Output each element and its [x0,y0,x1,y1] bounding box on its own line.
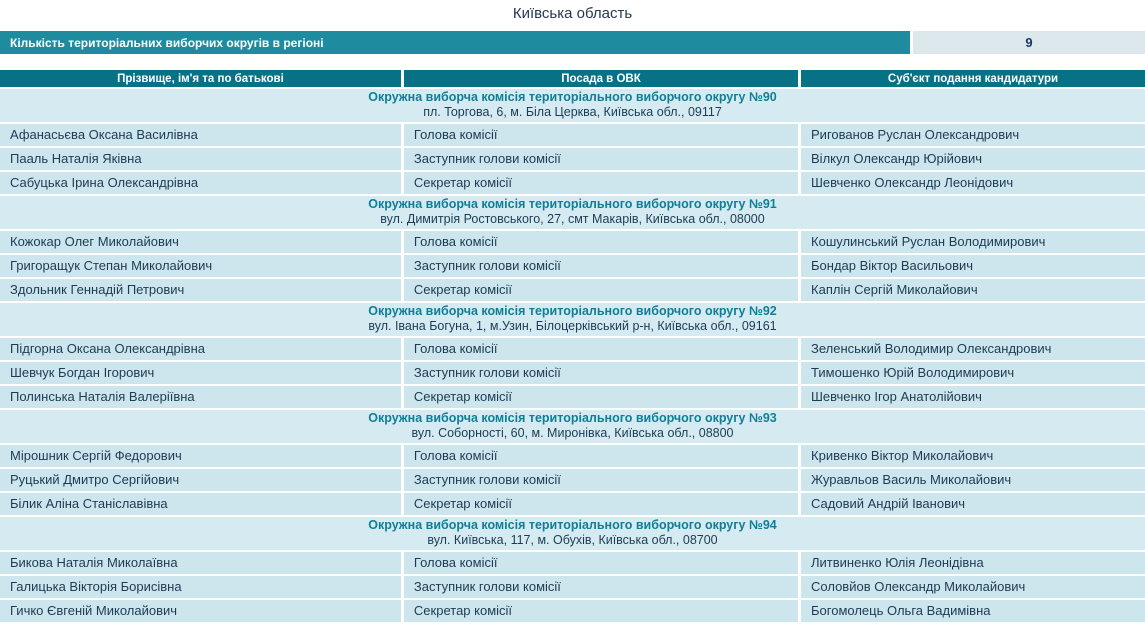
cell-name: Галицька Вікторія Борисівна [0,576,401,598]
member-row: Галицька Вікторія Борисівна Заступник гол… [0,576,1145,598]
commission-address: вул. Івана Богуна, 1, м.Узин, Білоцерків… [368,319,777,333]
column-header-position: Посада в ОВК [403,70,799,87]
cell-nominator: Шевченко Олександр Леонідович [801,172,1145,194]
member-row: Афанасьєва Оксана Василівна Голова комісі… [0,124,1145,146]
cell-nominator: Садовий Андрій Іванович [801,493,1145,515]
summary-label: Кількість територіальних виборчих округі… [0,31,910,54]
member-row: Кожокар Олег Миколайович Голова комісії Ко… [0,231,1145,253]
cell-name: Пааль Наталія Яківна [0,148,401,170]
column-header-nominator: Суб'єкт подання кандидатури [801,70,1145,87]
section-header-row: Окружна виборча комісія територіального … [0,89,1145,122]
member-row: Григоращук Степан Миколайович Заступник г… [0,255,1145,277]
cell-nominator: Вілкул Олександр Юрійович [801,148,1145,170]
commission-address: пл. Торгова, 6, м. Біла Церква, Київська… [423,105,722,119]
cell-position: Секретар комісії [403,172,799,194]
commission-title: Окружна виборча комісія територіального … [368,518,777,532]
section-header-row: Окружна виборча комісія територіального … [0,303,1145,336]
cell-position: Голова комісії [403,338,799,360]
cell-name: Підгорна Оксана Олександрівна [0,338,401,360]
cell-position: Голова комісії [403,552,799,574]
cell-nominator: Кошулинський Руслан Володимирович [801,231,1145,253]
member-row: Бикова Наталія Миколаївна Голова комісії Л… [0,552,1145,574]
member-row: Сабуцька Ірина Олександрівна Секретар ком… [0,172,1145,194]
section-header-cell: Окружна виборча комісія територіального … [0,196,1145,229]
cell-name: Руцький Дмитро Сергійович [0,469,401,491]
commission-title: Окружна виборча комісія територіального … [368,304,777,318]
commission-address: вул. Київська, 117, м. Обухів, Київська … [427,533,718,547]
commissions-table-wrapper: Прізвище, ім'я та по батькові Посада в О… [0,68,1145,624]
cell-nominator: Зеленський Володимир Олександрович [801,338,1145,360]
commission-title: Окружна виборча комісія територіального … [368,90,777,104]
section-header-cell: Окружна виборча комісія територіального … [0,410,1145,443]
cell-position: Голова комісії [403,231,799,253]
cell-position: Голова комісії [403,124,799,146]
member-row: Здольник Геннадій Петрович Секретар коміс… [0,279,1145,301]
commission-title: Окружна виборча комісія територіального … [368,197,777,211]
cell-nominator: Тимошенко Юрій Володимирович [801,362,1145,384]
cell-nominator: Журавльов Василь Миколайович [801,469,1145,491]
cell-name: Кожокар Олег Миколайович [0,231,401,253]
summary-value: 9 [913,31,1145,54]
commissions-table: Прізвище, ім'я та по батькові Посада в О… [0,68,1145,624]
page-title: Київська область [512,5,633,22]
cell-nominator: Соловйов Олександр Миколайович [801,576,1145,598]
member-row: Пааль Наталія Яківна Заступник голови ком… [0,148,1145,170]
region-summary-bar: Кількість територіальних виборчих округі… [0,31,1145,54]
section-header-cell: Окружна виборча комісія територіального … [0,303,1145,336]
member-row: Гичко Євгеній Миколайович Секретар комісі… [0,600,1145,622]
cell-position: Заступник голови комісії [403,576,799,598]
section-header-row: Окружна виборча комісія територіального … [0,410,1145,443]
cell-name: Григоращук Степан Миколайович [0,255,401,277]
cell-position: Заступник голови комісії [403,362,799,384]
cell-name: Полинська Наталія Валеріївна [0,386,401,408]
column-header-name: Прізвище, ім'я та по батькові [0,70,401,87]
commission-title: Окружна виборча комісія територіального … [368,411,777,425]
commission-address: вул. Соборності, 60, м. Миронівка, Київс… [411,426,734,440]
section-header-row: Окружна виборча комісія територіального … [0,196,1145,229]
cell-name: Білик Аліна Станіславівна [0,493,401,515]
member-row: Руцький Дмитро Сергійович Заступник голов… [0,469,1145,491]
member-row: Мірошник Сергій Федорович Голова комісії К… [0,445,1145,467]
cell-nominator: Литвиненко Юлія Леонідівна [801,552,1145,574]
cell-nominator: Богомолець Ольга Вадимівна [801,600,1145,622]
member-row: Підгорна Оксана Олександрівна Голова комі… [0,338,1145,360]
cell-position: Секретар комісії [403,386,799,408]
cell-position: Голова комісії [403,445,799,467]
cell-position: Заступник голови комісії [403,148,799,170]
cell-position: Заступник голови комісії [403,255,799,277]
cell-name: Бикова Наталія Миколаївна [0,552,401,574]
table-header-row: Прізвище, ім'я та по батькові Посада в О… [0,70,1145,87]
cell-nominator: Шевченко Ігор Анатолійович [801,386,1145,408]
cell-nominator: Кривенко Віктор Миколайович [801,445,1145,467]
cell-name: Мірошник Сергій Федорович [0,445,401,467]
cell-position: Секретар комісії [403,600,799,622]
cell-position: Секретар комісії [403,493,799,515]
cell-name: Гичко Євгеній Миколайович [0,600,401,622]
member-row: Білик Аліна Станіславівна Секретар комісі… [0,493,1145,515]
section-header-cell: Окружна виборча комісія територіального … [0,517,1145,550]
section-header-cell: Окружна виборча комісія територіального … [0,89,1145,122]
cell-position: Заступник голови комісії [403,469,799,491]
section-header-row: Окружна виборча комісія територіального … [0,517,1145,550]
commission-table-body: Окружна виборча комісія територіального … [0,89,1145,622]
member-row: Полинська Наталія Валеріївна Секретар ком… [0,386,1145,408]
cell-position: Секретар комісії [403,279,799,301]
cell-nominator: Каплін Сергій Миколайович [801,279,1145,301]
member-row: Шевчук Богдан Ігорович Заступник голови к… [0,362,1145,384]
cell-nominator: Ригованов Руслан Олександрович [801,124,1145,146]
cell-name: Здольник Геннадій Петрович [0,279,401,301]
cell-name: Шевчук Богдан Ігорович [0,362,401,384]
cell-name: Афанасьєва Оксана Василівна [0,124,401,146]
commission-address: вул. Димитрія Ростовського, 27, смт Мака… [380,212,765,226]
cell-name: Сабуцька Ірина Олександрівна [0,172,401,194]
cell-nominator: Бондар Віктор Васильович [801,255,1145,277]
